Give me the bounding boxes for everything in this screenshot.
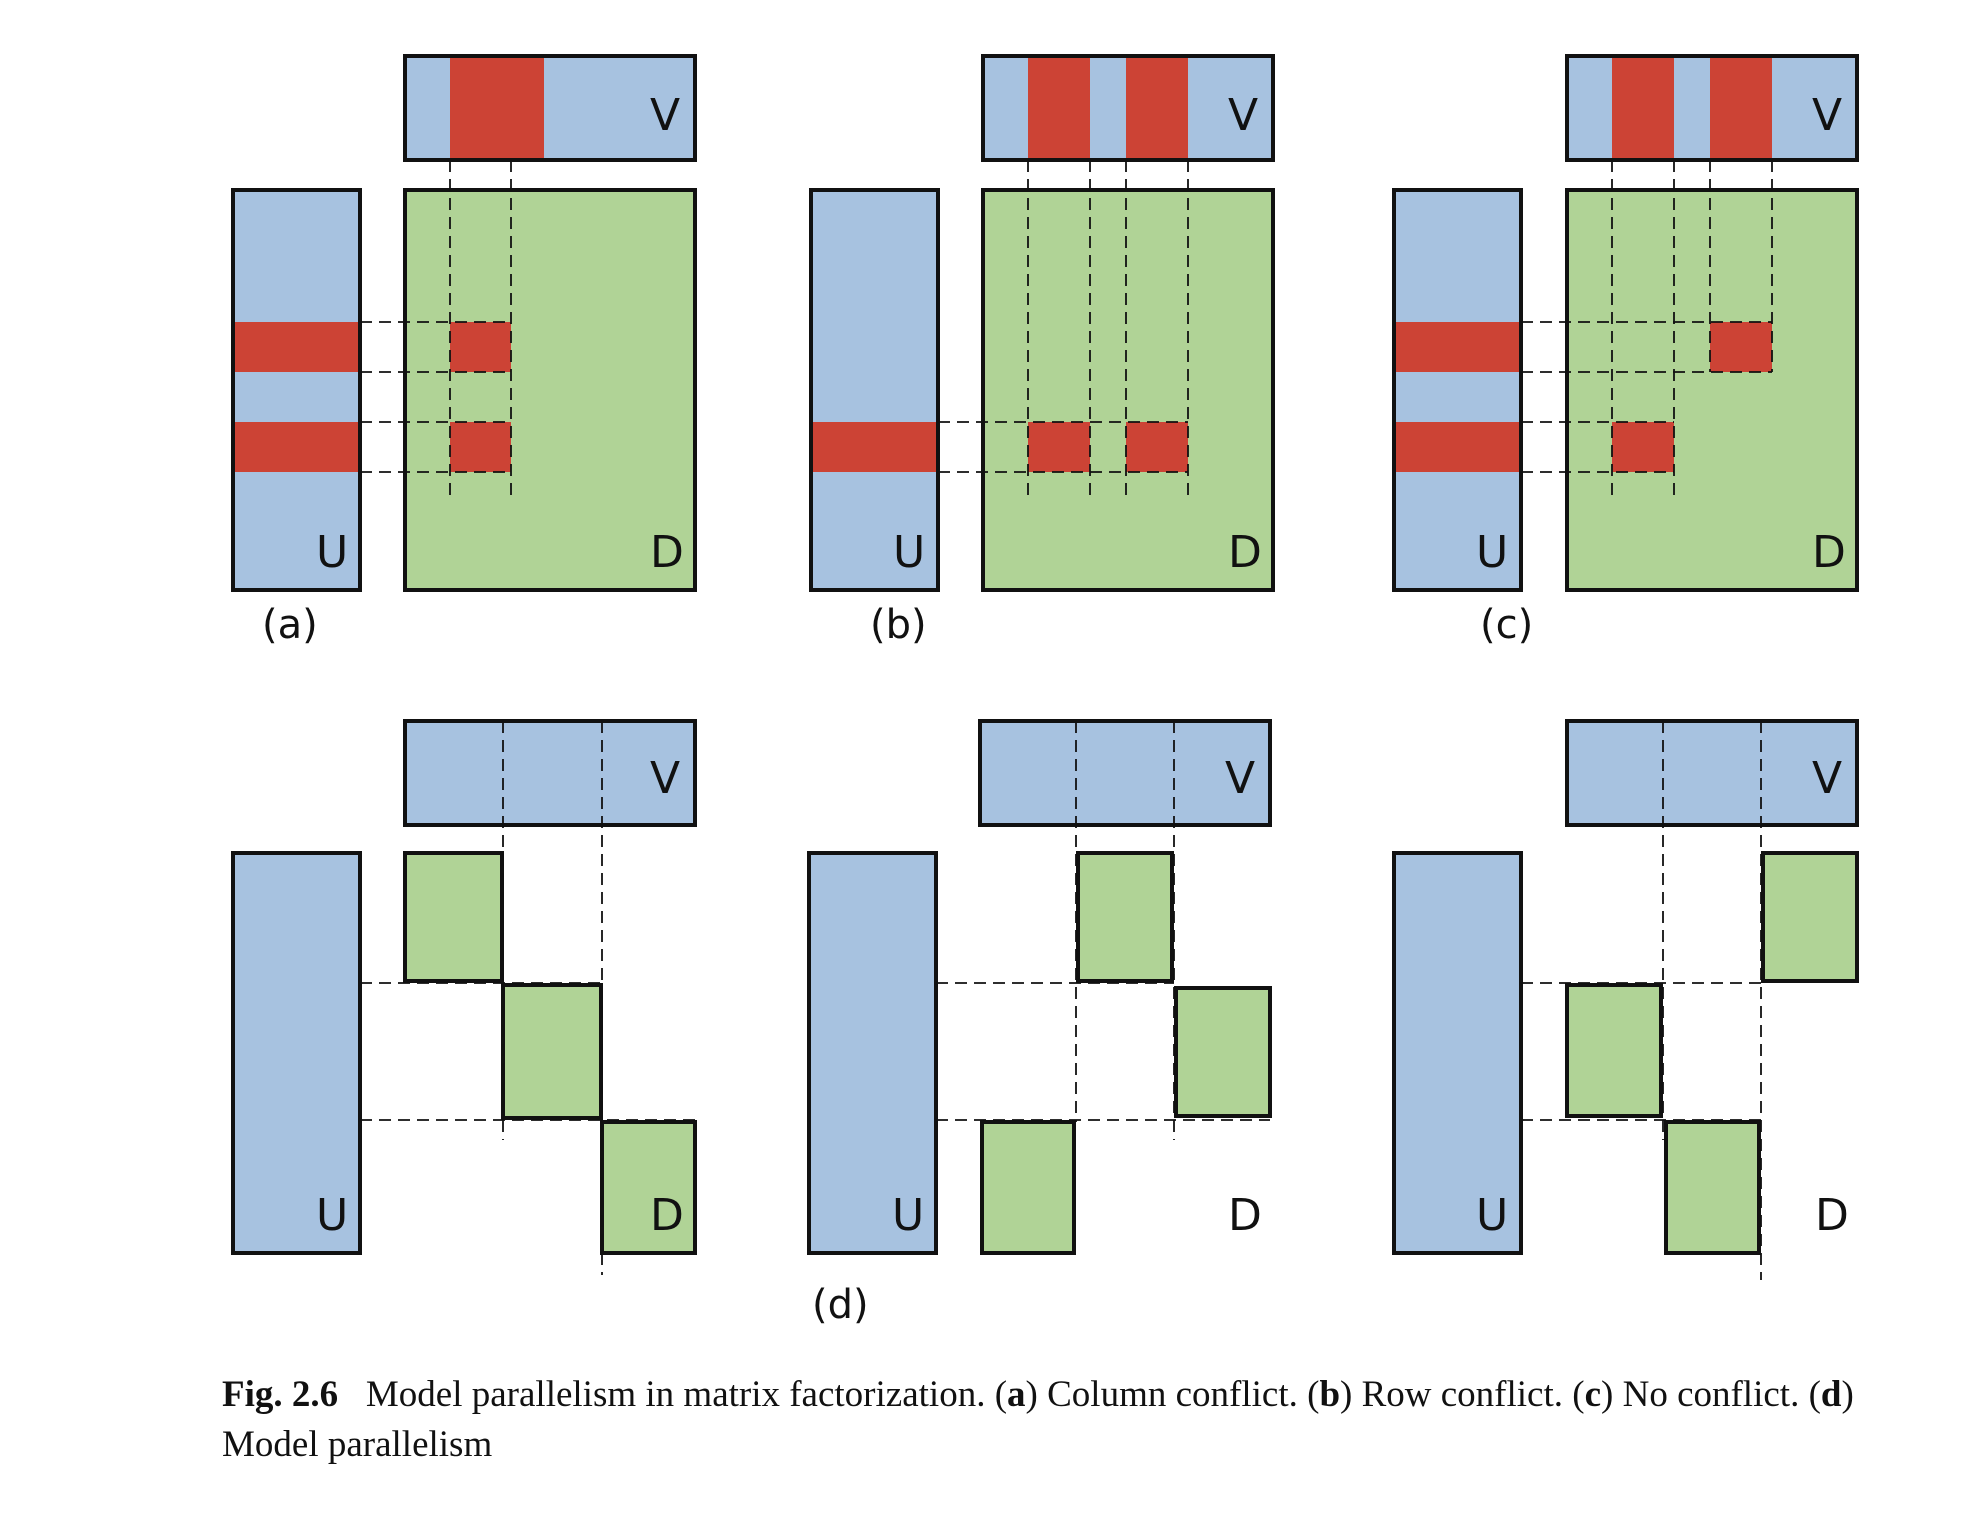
- caption-figure-number: Fig. 2.6: [222, 1374, 339, 1415]
- panel-a: U V D (a): [231, 54, 697, 648]
- u-red-row: [235, 322, 358, 372]
- matrix-u-label: U: [316, 527, 348, 578]
- matrix-u-label: U: [893, 527, 925, 578]
- matrix-u: [231, 851, 362, 1255]
- matrix-u-label: U: [892, 1190, 924, 1241]
- model-parallel-diagram-3: U V D: [1392, 719, 1859, 1280]
- d-block: [501, 983, 603, 1120]
- guide-lines: [938, 160, 1189, 495]
- d-block: [1174, 986, 1272, 1118]
- panel-label: (b): [870, 602, 927, 648]
- matrix-d-label: D: [1815, 1190, 1849, 1241]
- d-red-cell: [1028, 422, 1090, 472]
- v-red-column: [450, 58, 544, 158]
- panel-label: (c): [1480, 602, 1533, 648]
- caption-part: (c) No conflict.: [1572, 1374, 1800, 1415]
- matrix-u: [809, 188, 940, 592]
- matrix-v-label: V: [1228, 90, 1258, 141]
- d-block: [403, 851, 504, 983]
- model-parallel-diagram-1: U V D: [231, 719, 697, 1275]
- v-red-column: [1612, 58, 1674, 158]
- matrix-d-label: D: [650, 527, 684, 578]
- caption-part: (a) Column conflict.: [994, 1374, 1298, 1415]
- d-red-cell: [1126, 422, 1188, 472]
- matrix-d-label: D: [650, 1190, 684, 1241]
- panel-label: (a): [262, 602, 318, 648]
- d-red-cell: [450, 322, 511, 372]
- d-block: [1761, 851, 1859, 983]
- panel-label: (d): [812, 1282, 869, 1328]
- d-block: [600, 1120, 697, 1255]
- matrix-d-label: D: [1228, 527, 1262, 578]
- model-parallel-diagram-2: U V D (d): [807, 719, 1272, 1328]
- d-block: [1565, 983, 1663, 1118]
- matrix-v-label: V: [650, 90, 680, 141]
- matrix-u-label: U: [316, 1190, 348, 1241]
- panel-c: U V D (c): [1392, 54, 1859, 648]
- u-red-row: [1396, 422, 1519, 472]
- matrix-d-label: D: [1228, 1190, 1262, 1241]
- d-red-cell: [1612, 422, 1674, 472]
- matrix-d-label: D: [1812, 527, 1846, 578]
- matrix-d: [981, 188, 1275, 592]
- guide-lines: [1521, 160, 1773, 495]
- matrix-d: [403, 188, 697, 592]
- guide-lines: [1521, 721, 1762, 1280]
- matrix-u-label: U: [1476, 527, 1508, 578]
- matrix-v: [1565, 719, 1859, 827]
- matrix-v: [403, 719, 697, 827]
- u-red-row: [235, 422, 358, 472]
- panel-b: U V D (b): [809, 54, 1275, 648]
- matrix-v-label: V: [1225, 753, 1255, 804]
- caption-part: (b) Row conflict.: [1307, 1374, 1563, 1415]
- figure-caption: Fig. 2.6 Model parallelism in matrix fac…: [222, 1370, 1872, 1470]
- d-block: [1664, 1120, 1761, 1255]
- guide-lines: [360, 721, 695, 1275]
- v-red-column: [1710, 58, 1772, 158]
- matrix-u: [1392, 851, 1523, 1255]
- guide-lines: [936, 721, 1270, 1140]
- caption-part: (d) Model parallelism: [222, 1374, 1854, 1465]
- panel-d: U V D U V D: [231, 719, 1859, 1328]
- matrix-v-label: V: [1812, 90, 1842, 141]
- matrix-u: [231, 188, 362, 592]
- d-red-cell: [1710, 322, 1772, 372]
- matrix-u: [1392, 188, 1523, 592]
- d-red-cell: [450, 422, 511, 472]
- d-block: [980, 1120, 1076, 1255]
- v-red-column: [1126, 58, 1188, 158]
- matrix-u: [807, 851, 938, 1255]
- matrix-u-label: U: [1476, 1190, 1508, 1241]
- v-red-column: [1028, 58, 1090, 158]
- u-red-row: [1396, 322, 1519, 372]
- matrix-v: [978, 719, 1272, 827]
- caption-title: Model parallelism in matrix factorizatio…: [365, 1374, 986, 1415]
- matrix-v-label: V: [650, 753, 680, 804]
- matrix-v-label: V: [1812, 753, 1842, 804]
- d-block: [1076, 851, 1174, 983]
- u-red-row: [813, 422, 936, 472]
- guide-lines: [360, 160, 512, 495]
- matrix-d: [1565, 188, 1859, 592]
